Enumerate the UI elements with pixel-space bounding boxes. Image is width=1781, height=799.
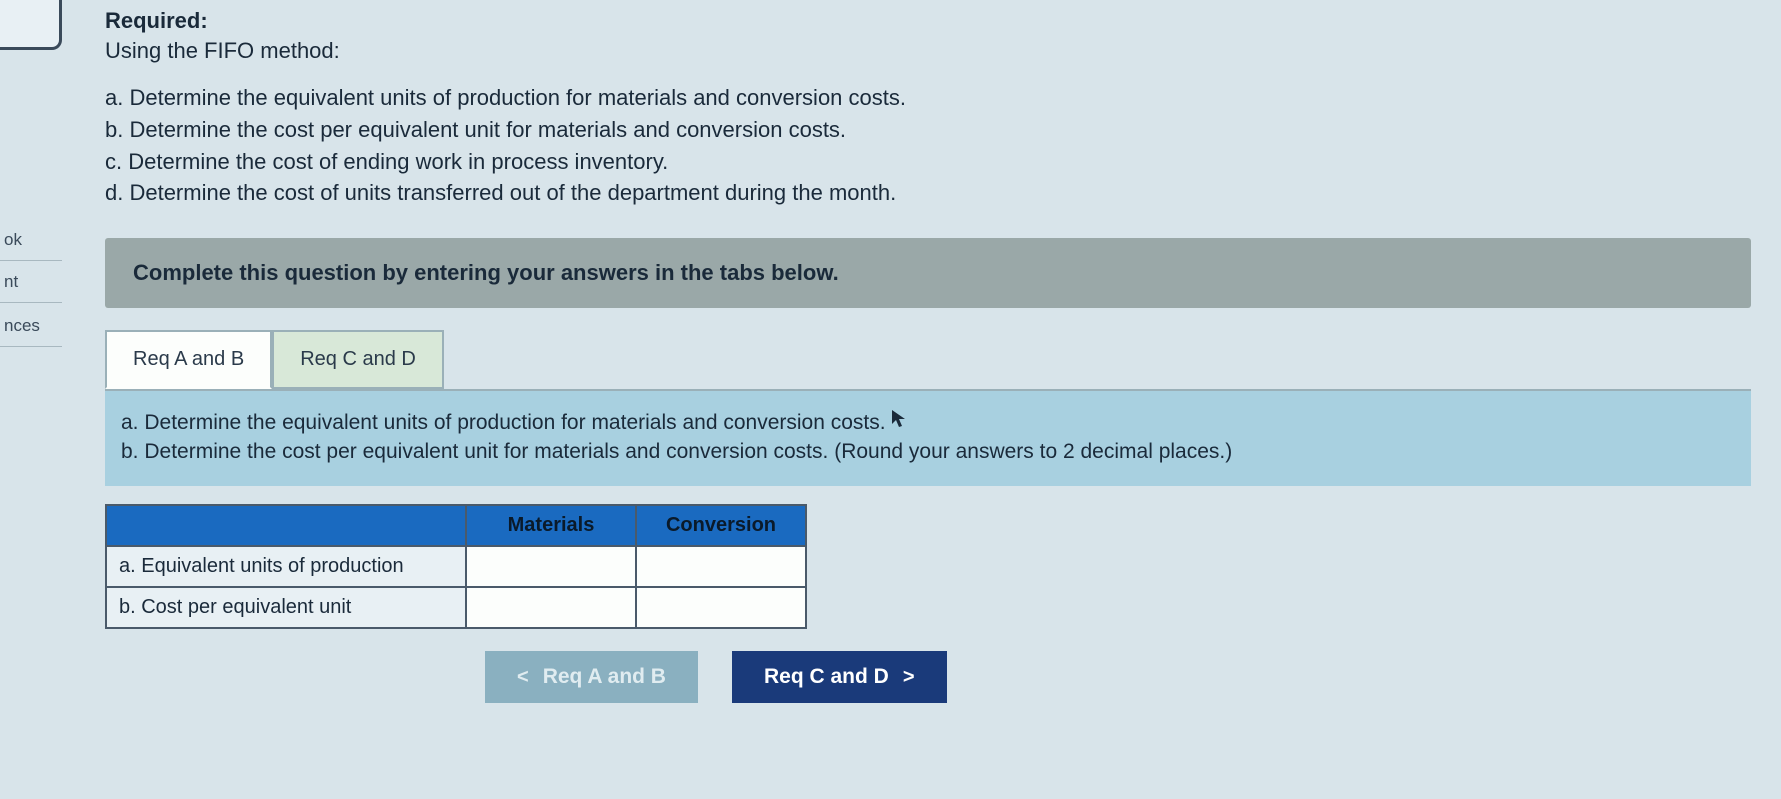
main-content: Required: Using the FIFO method: a. Dete… [105,0,1751,703]
table-header-blank [106,505,466,546]
input-b-conversion[interactable] [636,587,806,628]
required-item-b: b. Determine the cost per equivalent uni… [105,115,1751,145]
required-heading: Required: [105,6,1751,36]
input-a-conversion[interactable] [636,546,806,587]
nav-buttons: < Req A and B Req C and D > [485,651,1751,703]
required-item-a: a. Determine the equivalent units of pro… [105,83,1751,113]
required-block: Required: Using the FIFO method: a. Dete… [105,6,1751,208]
table-row: b. Cost per equivalent unit [106,587,806,628]
row-b-label: b. Cost per equivalent unit [106,587,466,628]
chevron-left-icon: < [517,666,529,689]
panel-line-b-prefix: b. Determine the cost per equivalent uni… [121,440,834,463]
tab-req-c-d[interactable]: Req C and D [272,330,444,389]
required-items: a. Determine the equivalent units of pro… [105,83,1751,208]
answer-table: Materials Conversion a. Equivalent units… [105,504,807,629]
sidebar-item-references[interactable]: nces [0,306,62,347]
input-a-materials[interactable] [466,546,636,587]
prev-button[interactable]: < Req A and B [485,651,698,703]
sidebar-item-hint[interactable]: nt [0,262,62,303]
tabs-row: Req A and B Req C and D [105,330,1751,389]
panel-line-a: a. Determine the equivalent units of pro… [121,409,1735,438]
tab-req-a-b[interactable]: Req A and B [105,330,272,389]
input-b-materials[interactable] [466,587,636,628]
tab-panel: a. Determine the equivalent units of pro… [105,389,1751,486]
required-item-d: d. Determine the cost of units transferr… [105,178,1751,208]
table-row: a. Equivalent units of production [106,546,806,587]
required-item-c: c. Determine the cost of ending work in … [105,147,1751,177]
sidebar-item-book[interactable]: ok [0,220,62,261]
required-subheading: Using the FIFO method: [105,36,1751,66]
cursor-icon [891,409,907,437]
panel-line-a-text: a. Determine the equivalent units of pro… [121,411,886,434]
sidebar: ok nt nces [0,0,70,799]
next-button[interactable]: Req C and D > [732,651,947,703]
sidebar-indicator-box [0,0,62,50]
chevron-right-icon: > [903,666,915,689]
panel-line-b: b. Determine the cost per equivalent uni… [121,438,1735,466]
panel-line-b-note: (Round your answers to 2 decimal places.… [834,440,1232,463]
next-button-label: Req C and D [764,665,889,689]
instruction-bar: Complete this question by entering your … [105,238,1751,308]
table-header-conversion: Conversion [636,505,806,546]
prev-button-label: Req A and B [543,665,666,689]
row-a-label: a. Equivalent units of production [106,546,466,587]
table-header-materials: Materials [466,505,636,546]
